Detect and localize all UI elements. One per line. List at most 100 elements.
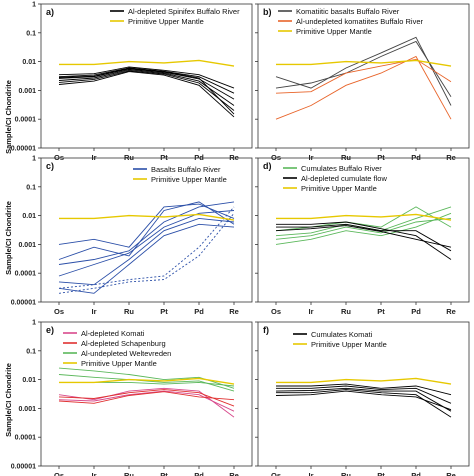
plot-frame (257, 321, 470, 467)
x-tick-label: Os (54, 307, 64, 316)
panel-label: e) (46, 325, 54, 335)
plot-frame (257, 3, 470, 149)
x-tick-label: Ir (308, 307, 313, 316)
legend-label: Basalts Buffalo River (151, 165, 221, 174)
series-line (58, 201, 235, 265)
series-line (58, 390, 235, 412)
panel-b: Os Ir Ru Pt Pd Re b) Komatiitic basalts Buffalo… (255, 3, 470, 162)
x-tick-label: Ru (341, 153, 351, 162)
panel-e: 1 0.1 0.01 0.001 0.0001 0.00001 Os Ir Ru Pt Pd Re e)… (11, 320, 253, 476)
series-line (276, 383, 452, 396)
x-tick-label: Pd (194, 307, 204, 316)
series-line (275, 55, 452, 120)
series-line (58, 66, 235, 89)
panel-a: 1 0.1 0.01 0.001 0.0001 0.00001 Os Ir Ru Pt Pd Re a)… (11, 2, 253, 162)
x-tick-label: Re (446, 153, 456, 162)
legend-label: Cumulates Komati (311, 330, 373, 339)
x-tick-label: Pd (194, 153, 204, 162)
legend-label: Al-depleted Komati (81, 329, 145, 338)
y-tick-label: 0.1 (26, 348, 36, 355)
x-tick-label: Re (229, 307, 239, 316)
x-tick-label: Ir (308, 471, 313, 476)
series-line (276, 223, 452, 252)
series-line (58, 206, 235, 289)
plot-frame (40, 157, 253, 303)
legend-label: Al-depleted cumulate flow (301, 174, 387, 183)
legend-label: Al-depleted Spinifex Buffalo River (128, 7, 240, 16)
series-line (276, 377, 452, 385)
series-line (59, 59, 235, 67)
x-tick-label: Pt (377, 307, 385, 316)
x-tick-label: Pt (377, 153, 385, 162)
x-tick-label: Ru (341, 307, 351, 316)
panel-label: f) (263, 325, 269, 335)
legend-label: Cumulates Buffalo River (301, 164, 382, 173)
y-tick-label: 0.0001 (15, 271, 37, 278)
legend-label: Al-undepleted Weltevreden (81, 349, 171, 358)
series-line (275, 390, 452, 411)
legend-label: Komatiitic basalts Buffalo River (296, 7, 400, 16)
panel-f: Os Ir Ru Pt Pd Re f) Cumulates KomatiPrimitive … (255, 321, 470, 476)
x-tick-label: Pt (160, 307, 168, 316)
series-line (58, 203, 235, 248)
series-line (58, 391, 235, 404)
plot-frame (40, 3, 253, 149)
series-line (58, 70, 235, 111)
x-tick-label: Pd (411, 471, 421, 476)
x-tick-label: Ir (308, 153, 313, 162)
series-line (275, 40, 452, 98)
panel-c: 1 0.1 0.01 0.001 0.0001 0.00001 Os Ir Ru Pt Pd Re c)… (11, 156, 253, 316)
panel-label: a) (46, 7, 54, 17)
y-tick-label: 0.00001 (11, 300, 36, 307)
series-line (276, 213, 452, 221)
x-tick-label: Re (229, 153, 239, 162)
y-tick-label: 0.0001 (15, 117, 37, 124)
series-line (275, 225, 452, 248)
legend-label: Al-depleted Schapenburg (81, 339, 166, 348)
x-tick-label: Pt (160, 153, 168, 162)
series-line (59, 213, 235, 221)
panel-d: Os Ir Ru Pt Pd Re d) Cumulates Buffalo RiverAl-… (255, 157, 470, 316)
y-tick-label: 0.01 (22, 59, 36, 66)
x-tick-label: Re (446, 307, 456, 316)
y-tick-label: 1 (32, 2, 36, 9)
x-tick-label: Ir (91, 471, 96, 476)
x-tick-label: Os (271, 471, 281, 476)
y-tick-label: 0.1 (26, 184, 36, 191)
y-tick-label: 0.01 (22, 377, 36, 384)
panel-label: b) (263, 7, 272, 17)
y-tick-label: 0.001 (18, 406, 36, 413)
series-line (275, 387, 452, 412)
series-line (58, 67, 235, 115)
x-tick-label: Os (271, 307, 281, 316)
y-tick-label: 0.01 (22, 213, 36, 220)
y-tick-label: 1 (32, 320, 36, 327)
series-line (58, 389, 235, 407)
y-axis-label-middle: Sample/CI Chondrite (4, 201, 13, 275)
series-line (58, 71, 235, 118)
x-tick-label: Os (54, 471, 64, 476)
x-tick-label: Ru (124, 153, 134, 162)
x-tick-label: Ru (124, 307, 134, 316)
series-line (58, 213, 235, 294)
legend-label: Primitive Upper Mantle (151, 175, 227, 184)
x-tick-label: Pd (411, 307, 421, 316)
y-axis-label-top: Sample/CI Chondrite (4, 80, 13, 154)
x-tick-label: Ir (91, 307, 96, 316)
x-tick-label: Pd (194, 471, 204, 476)
series-line (276, 389, 452, 418)
series-line (58, 217, 235, 286)
legend-label: Primitive Upper Mantle (296, 27, 372, 36)
legend-label: Primitive Upper Mantle (128, 17, 204, 26)
series-line (58, 69, 235, 106)
legend-label: Al-undepleted komatiites Buffalo River (296, 17, 424, 26)
y-tick-label: 0.0001 (15, 435, 37, 442)
legend-label: Primitive Upper Mantle (311, 340, 387, 349)
x-tick-label: Pd (411, 153, 421, 162)
y-tick-label: 0.001 (18, 242, 36, 249)
y-tick-label: 1 (32, 156, 36, 163)
x-tick-label: Ir (91, 153, 96, 162)
series-line (58, 210, 235, 277)
x-tick-label: Os (271, 153, 281, 162)
x-tick-label: Pt (377, 471, 385, 476)
